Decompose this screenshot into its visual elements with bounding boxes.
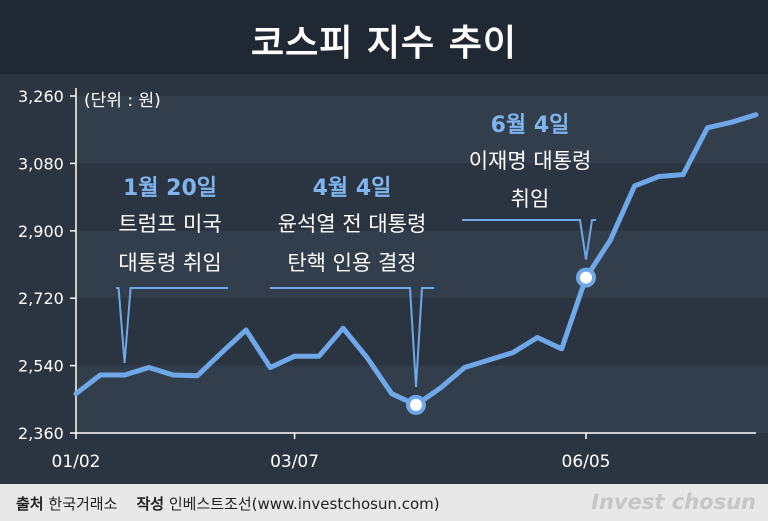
annotation-pointer (462, 219, 596, 260)
annotation-date: 1월 20일 (123, 176, 217, 201)
annotation-text: 이재명 대통령 (469, 149, 592, 173)
source-line: 출처 한국거래소 작성 인베스트조선(www.investchosun.com) (16, 493, 440, 514)
author-value: 인베스트조선(www.investchosun.com) (168, 495, 440, 513)
x-tick-label: 01/02 (52, 452, 101, 472)
brand-logo: Invest chosun (591, 490, 756, 514)
annotation-text: 트럼프 미국 (118, 212, 221, 236)
event-marker (576, 267, 596, 288)
y-tick-label: 3,260 (18, 87, 64, 106)
grid-band (76, 230, 768, 299)
event-marker (406, 394, 426, 415)
line-chart: 3,260 3,080 2,900 2,720 2,540 2,360 01/02 03/07… (18, 87, 768, 472)
x-tick-label: 03/07 (270, 452, 319, 472)
source-label: 출처 (16, 495, 44, 513)
annotation-text: 취임 (511, 187, 550, 211)
footer: 출처 한국거래소 작성 인베스트조선(www.investchosun.com)… (0, 484, 768, 521)
chart-title: 코스피 지수 추이 (251, 23, 517, 64)
annotation-date: 4월 4일 (313, 176, 392, 201)
annotation-pointer (116, 287, 228, 364)
grid-band (76, 163, 768, 231)
y-tick-label: 3,080 (18, 154, 64, 173)
x-tick-label: 06/05 (562, 452, 611, 472)
author-label: 작성 (136, 495, 165, 513)
axis-layer: 3,260 3,080 2,900 2,720 2,540 2,360 01/02 03/07… (18, 87, 756, 472)
y-tick-label: 2,540 (18, 357, 64, 376)
annotation-text: 탄핵 인용 결정 (287, 251, 416, 275)
y-tick-label: 2,900 (18, 222, 64, 241)
grid-band (76, 96, 768, 164)
annotation-date: 6월 4일 (491, 113, 570, 138)
annotation-text: 대통령 취임 (118, 251, 221, 275)
y-tick-label: 2,720 (18, 289, 64, 308)
y-tick-label: 2,360 (18, 424, 64, 443)
annotation-pointer (270, 287, 434, 387)
source-value: 한국거래소 (48, 495, 118, 513)
title-bar: 코스피 지수 추이 (0, 0, 768, 74)
plot-layer (73, 112, 759, 415)
annotation-text: 윤석열 전 대통령 (278, 212, 427, 236)
unit-label: (단위 : 원) (84, 91, 161, 111)
grid-band (76, 298, 768, 366)
